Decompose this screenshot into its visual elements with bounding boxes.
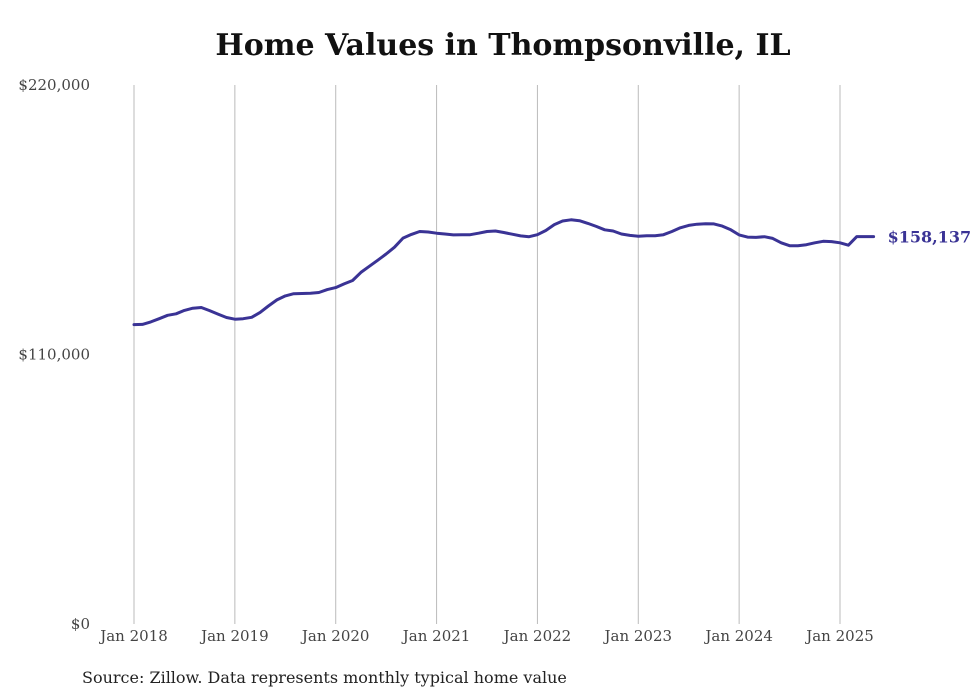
- y-tick-label: $110,000: [18, 346, 90, 364]
- source-note: Source: Zillow. Data represents monthly …: [82, 668, 567, 687]
- series: [132, 218, 876, 327]
- y-tick-label: $220,000: [18, 76, 90, 94]
- x-tick-label: Jan 2019: [199, 627, 269, 645]
- x-tick-label: Jan 2022: [502, 627, 572, 645]
- x-tick-label: Jan 2025: [804, 627, 874, 645]
- annotations: $158,137: [888, 228, 972, 247]
- x-axis-ticks: Jan 2018 Jan 2019 Jan 2020 Jan 2021 Jan 2022…: [98, 627, 874, 645]
- x-tick-label: Jan 2018: [98, 627, 168, 645]
- y-tick-label: $0: [71, 615, 90, 633]
- end-value-label: $158,137: [888, 228, 972, 247]
- series-line-0: [132, 218, 876, 327]
- chart-title: Home Values in Thompsonville, IL: [215, 28, 791, 63]
- x-tick-label: Jan 2020: [300, 627, 370, 645]
- x-tick-label: Jan 2021: [401, 627, 471, 645]
- x-tick-label: Jan 2023: [603, 627, 673, 645]
- gridlines: [133, 85, 841, 624]
- y-axis-ticks: $0 $110,000 $220,000: [18, 76, 90, 633]
- x-tick-label: Jan 2024: [703, 627, 773, 645]
